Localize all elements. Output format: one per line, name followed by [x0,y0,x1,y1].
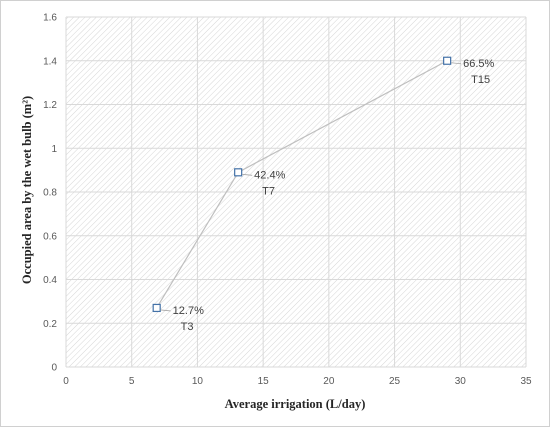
data-point-marker [444,57,451,64]
y-tick-label: 1.4 [43,56,57,67]
y-tick-label: 1.2 [43,100,57,111]
x-axis-title: Average irrigation (L/day) [225,397,366,411]
data-point-marker [235,169,242,176]
x-axis-ticks: 0 5 10 15 20 25 30 35 [63,376,532,387]
y-tick-label: 0 [51,363,57,374]
y-tick-label: 1 [51,144,57,155]
x-tick-label: 25 [389,376,401,387]
y-tick-label: 0.2 [43,319,57,330]
y-axis-title: Occupied area by the wet bulb (m²) [20,96,34,284]
x-tick-label: 15 [258,376,270,387]
data-label-value: 12.7% [173,305,204,317]
y-tick-label: 0.6 [43,231,57,242]
data-label-treatment: T3 [181,321,194,333]
x-tick-label: 20 [323,376,335,387]
x-tick-label: 5 [129,376,135,387]
x-tick-label: 35 [520,376,532,387]
y-tick-label: 0.8 [43,188,57,199]
x-tick-label: 10 [192,376,204,387]
data-label-treatment: T7 [262,185,275,197]
data-label-value: 42.4% [254,169,285,181]
data-label-treatment: T15 [471,74,490,86]
y-axis-ticks: 0 0.2 0.4 0.6 0.8 1 1.2 1.4 1.6 [43,13,57,374]
x-tick-label: 0 [63,376,69,387]
data-point-marker [153,304,160,311]
y-tick-label: 0.4 [43,275,57,286]
y-tick-label: 1.6 [43,13,57,24]
data-label-value: 66.5% [463,58,494,70]
x-tick-label: 30 [455,376,467,387]
